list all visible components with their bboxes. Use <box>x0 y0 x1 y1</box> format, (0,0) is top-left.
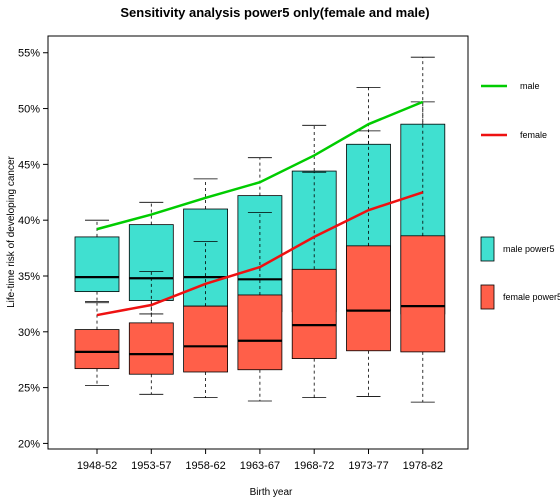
box-layer <box>74 56 446 403</box>
y-tick-label: 50% <box>18 104 40 116</box>
plot-frame <box>47 35 469 450</box>
y-tick-label: 20% <box>18 438 40 450</box>
x-tick-label: 1948-52 <box>77 460 117 472</box>
legend-label-female: female <box>520 130 547 140</box>
male-box-body <box>74 236 120 293</box>
x-tick-label: 1968-72 <box>294 460 334 472</box>
male-box-2 <box>183 178 229 316</box>
legend-swatch-male-power5 <box>480 236 495 262</box>
x-tick-label: 1973-77 <box>348 460 388 472</box>
female-box-body <box>400 235 446 353</box>
y-tick-label: 35% <box>18 271 40 283</box>
female-box-2 <box>183 240 229 399</box>
legend-label-female-power5: female power5 <box>503 292 560 302</box>
y-tick-label: 55% <box>18 48 40 60</box>
y-tick-label: 45% <box>18 159 40 171</box>
male-trend-line <box>96 100 424 231</box>
y-axis-label: Life-time risk of developing cancer <box>6 155 17 307</box>
legend: male female male power5 female power5 <box>480 81 560 310</box>
line-layer <box>96 100 424 317</box>
x-tick-label: 1978-82 <box>403 460 443 472</box>
x-tick-label: 1958-62 <box>185 460 225 472</box>
female-box-0 <box>74 302 120 386</box>
female-box-5 <box>346 130 391 397</box>
female-box-body <box>346 245 391 352</box>
chart-title: Sensitivity analysis power5 only(female … <box>120 5 429 20</box>
female-trend-line <box>96 191 424 317</box>
x-axis: 1948-52 1953-57 1958-62 1963-67 1968-72 1973-… <box>77 449 443 472</box>
female-box-3 <box>237 211 283 402</box>
male-box-body <box>128 224 174 301</box>
female-box-6 <box>400 101 446 403</box>
y-tick-label: 25% <box>18 383 40 395</box>
y-axis: 20% 25% 30% 35% 40% 45% 50% 55% <box>18 48 48 450</box>
y-tick-label: 30% <box>18 327 40 339</box>
female-box-body <box>74 329 120 370</box>
legend-label-male-power5: male power5 <box>503 244 555 254</box>
female-box-body <box>237 294 283 371</box>
x-axis-label: Birth year <box>250 487 293 497</box>
female-box-body <box>183 305 229 373</box>
female-box-body <box>291 268 337 359</box>
female-box-1 <box>128 271 174 395</box>
male-box-0 <box>74 219 120 303</box>
y-tick-label: 40% <box>18 215 40 227</box>
female-box-body <box>128 322 174 375</box>
legend-label-male: male <box>520 81 540 91</box>
female-box-4 <box>291 171 337 399</box>
legend-swatch-female-power5 <box>480 284 495 310</box>
x-tick-label: 1953-57 <box>131 460 171 472</box>
x-tick-label: 1963-67 <box>240 460 280 472</box>
